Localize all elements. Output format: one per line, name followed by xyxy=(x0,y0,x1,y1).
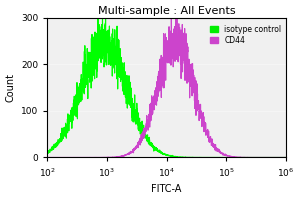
Title: Multi-sample : All Events: Multi-sample : All Events xyxy=(98,6,236,16)
Legend: isotype control, CD44: isotype control, CD44 xyxy=(207,22,284,48)
X-axis label: FITC-A: FITC-A xyxy=(152,184,182,194)
Y-axis label: Count: Count xyxy=(6,73,16,102)
